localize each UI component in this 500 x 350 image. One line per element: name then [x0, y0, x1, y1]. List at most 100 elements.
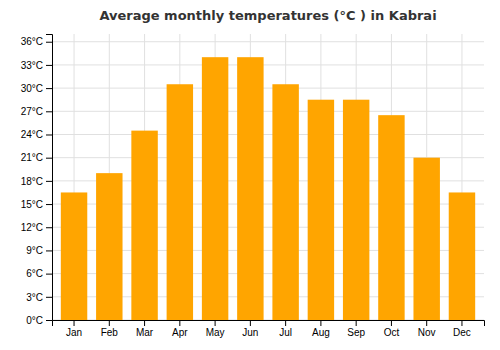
x-tick: Oct — [384, 320, 400, 338]
y-tick-label: 27°C — [21, 106, 43, 117]
y-tick: 21°C — [21, 152, 52, 163]
y-tick: 15°C — [21, 199, 52, 210]
bar — [449, 192, 475, 320]
chart: 0°C 3°C 6°C 9°C 12°C 15°C 18°C 21°C 24°C 27°C 30°C… — [0, 0, 500, 350]
y-tick-mark — [46, 274, 52, 275]
y-tick: 12°C — [21, 222, 52, 233]
y-grid-line — [52, 111, 484, 112]
x-tick: Aug — [312, 320, 330, 338]
y-tick-label: 30°C — [21, 83, 43, 94]
bar — [202, 57, 228, 320]
x-tick: May — [206, 320, 225, 338]
x-tick-label: Aug — [312, 327, 330, 338]
x-tick: Jan — [66, 320, 82, 338]
x-tick-label: Feb — [101, 327, 119, 338]
title: Average monthly temperatures (°C ) in Ka… — [99, 8, 436, 23]
bar — [378, 115, 404, 320]
x-tick-mark — [391, 320, 392, 326]
x-axis-line — [53, 321, 485, 327]
y-tick: 30°C — [21, 83, 52, 94]
y-tick-label: 3°C — [26, 292, 43, 303]
y-tick-label: 33°C — [21, 60, 43, 71]
x-tick-mark — [426, 320, 427, 326]
bar — [343, 100, 369, 320]
bar — [413, 158, 439, 320]
y-tick-label: 12°C — [21, 222, 43, 233]
x-tick-mark — [461, 320, 462, 326]
x-tick: Sep — [347, 320, 365, 338]
x-axis: Jan Feb Mar Apr May Jun Jul Aug Sep Oct Nov Dec — [53, 320, 485, 338]
y-tick-mark — [46, 42, 52, 43]
y-tick: 18°C — [21, 176, 52, 187]
y-tick-label: 9°C — [26, 245, 43, 256]
x-tick-label: Jan — [66, 327, 82, 338]
bar — [131, 131, 157, 320]
y-tick-mark — [46, 134, 52, 135]
y-tick: 0°C — [26, 315, 52, 326]
y-tick: 24°C — [21, 129, 52, 140]
x-tick-label: Apr — [172, 327, 188, 338]
x-tick-mark — [356, 320, 357, 326]
y-tick-mark — [46, 158, 52, 159]
bar — [308, 100, 334, 320]
x-tick: Mar — [136, 320, 154, 338]
y-tick: 27°C — [21, 106, 52, 117]
x-tick-mark — [215, 320, 216, 326]
y-tick-mark — [46, 320, 52, 321]
y-tick-label: 21°C — [21, 152, 43, 163]
y-tick-mark — [46, 227, 52, 228]
x-tick-mark — [179, 320, 180, 326]
y-tick: 33°C — [21, 60, 52, 71]
y-axis: 0°C 3°C 6°C 9°C 12°C 15°C 18°C 21°C 24°C 27°C 30°C… — [21, 35, 53, 326]
x-tick-label: May — [206, 327, 225, 338]
x-tick-label: Jul — [279, 327, 292, 338]
x-tick-mark — [250, 320, 251, 326]
y-grid-line — [52, 64, 484, 65]
x-tick-mark — [109, 320, 110, 326]
x-tick-label: Nov — [418, 327, 436, 338]
x-tick: Jul — [279, 320, 292, 338]
y-tick-mark — [46, 204, 52, 205]
plot-area — [61, 57, 475, 320]
y-tick-label: 36°C — [21, 36, 43, 47]
y-tick-mark — [46, 88, 52, 89]
bar — [272, 84, 298, 320]
x-tick-label: Dec — [453, 327, 471, 338]
y-tick-label: 0°C — [26, 315, 43, 326]
bar — [237, 57, 263, 320]
x-tick: Nov — [418, 320, 436, 338]
x-tick-label: Jun — [242, 327, 258, 338]
y-tick-mark — [46, 250, 52, 251]
x-tick-label: Sep — [347, 327, 365, 338]
y-tick-mark — [46, 297, 52, 298]
y-tick-label: 6°C — [26, 268, 43, 279]
y-tick-mark — [46, 111, 52, 112]
y-tick-mark — [46, 65, 52, 66]
y-tick: 6°C — [26, 268, 52, 279]
x-tick-mark — [285, 320, 286, 326]
y-grid-line — [52, 41, 484, 42]
y-tick: 9°C — [26, 245, 52, 256]
y-tick-label: 18°C — [21, 176, 43, 187]
y-tick: 36°C — [21, 36, 52, 47]
y-tick-mark — [46, 181, 52, 182]
y-axis-line — [46, 35, 53, 321]
bar — [167, 84, 193, 320]
y-tick-label: 15°C — [21, 199, 43, 210]
x-tick-label: Oct — [384, 327, 400, 338]
y-grid-line — [52, 134, 484, 135]
x-tick: Jun — [242, 320, 258, 338]
x-tick: Feb — [101, 320, 119, 338]
x-tick-label: Mar — [136, 327, 154, 338]
y-tick-label: 24°C — [21, 129, 43, 140]
x-tick: Apr — [172, 320, 188, 338]
bar — [96, 173, 122, 320]
x-tick-mark — [144, 320, 145, 326]
y-grid-line — [52, 88, 484, 89]
y-tick: 3°C — [26, 292, 52, 303]
bar — [61, 192, 87, 320]
x-tick: Dec — [453, 320, 471, 338]
x-tick-mark — [320, 320, 321, 326]
x-tick-mark — [74, 320, 75, 326]
grid — [52, 34, 484, 320]
